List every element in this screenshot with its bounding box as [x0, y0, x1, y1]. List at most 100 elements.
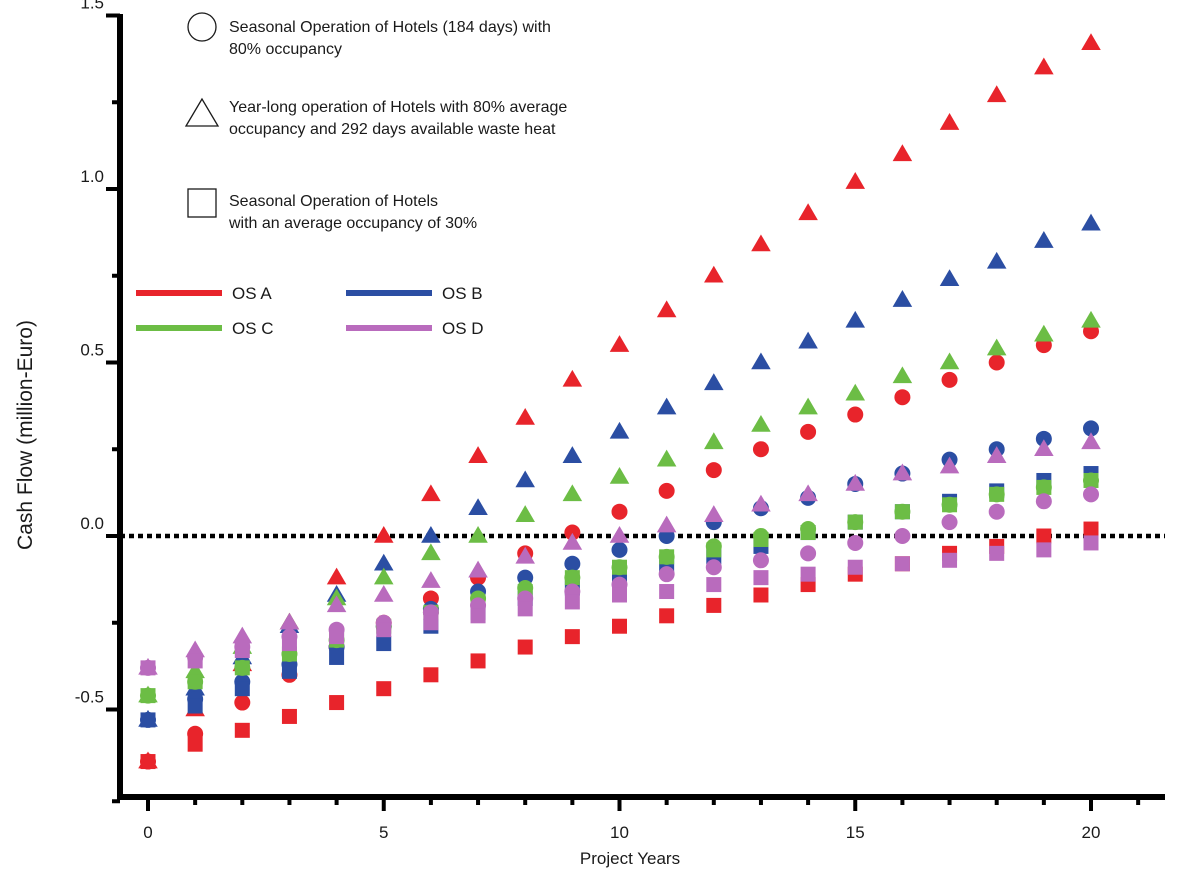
- data-point-circle: [658, 482, 675, 499]
- data-point-circle: [611, 503, 628, 520]
- data-point-circle: [564, 555, 581, 572]
- data-point-triangle: [421, 571, 441, 588]
- data-point-triangle: [798, 331, 818, 349]
- data-point-square: [1036, 479, 1052, 495]
- data-point-triangle: [1034, 57, 1054, 75]
- data-point-triangle: [373, 525, 394, 543]
- data-point-triangle: [656, 449, 677, 467]
- data-point-square: [281, 663, 297, 679]
- data-point-square: [753, 587, 769, 603]
- data-point-square: [612, 618, 627, 634]
- data-point-triangle: [751, 494, 771, 512]
- data-point-triangle: [468, 560, 488, 578]
- data-point-triangle: [892, 144, 913, 162]
- data-point-square: [517, 601, 533, 617]
- data-point-triangle: [1081, 33, 1101, 51]
- data-point-square: [187, 736, 203, 752]
- marker-legend-label: 80% occupancy: [229, 41, 342, 58]
- data-point-square: [942, 497, 958, 513]
- data-point-circle: [658, 566, 675, 583]
- data-point-square: [659, 584, 675, 600]
- legend-circle-icon: [187, 12, 217, 42]
- data-point-triangle: [232, 626, 253, 644]
- data-point-square: [612, 559, 627, 575]
- data-point-triangle: [892, 290, 913, 307]
- marker-legend-label: with an average occupancy of 30%: [228, 215, 477, 232]
- data-point-triangle: [562, 532, 583, 550]
- series-legend-label: OS B: [442, 284, 483, 303]
- data-point-square: [659, 549, 675, 565]
- data-point-circle: [752, 552, 769, 569]
- data-point-triangle: [468, 525, 488, 543]
- data-point-triangle: [798, 397, 818, 415]
- series-legend-item-os-c: OS C: [136, 319, 274, 338]
- marker-legend-item-triangle: Year-long operation of Hotels with 80% a…: [184, 97, 567, 138]
- data-point-triangle: [845, 172, 866, 189]
- data-point-square: [1036, 528, 1052, 544]
- data-point-circle: [847, 406, 864, 423]
- y-axis-title: Cash Flow (million-Euro): [14, 320, 37, 550]
- series-legend-label: OS D: [442, 319, 484, 338]
- series-legend-item-os-d: OS D: [346, 319, 484, 338]
- data-point-triangle: [939, 113, 960, 130]
- data-point-square: [329, 649, 345, 665]
- data-point-circle: [941, 371, 958, 388]
- x-tick-label: 15: [846, 823, 865, 842]
- data-point-triangle: [892, 366, 913, 384]
- marker-legend: Seasonal Operation of Hotels (184 days) …: [184, 12, 567, 232]
- data-point-triangle: [845, 383, 866, 401]
- data-point-circle: [800, 423, 817, 440]
- data-point-triangle: [1081, 310, 1101, 328]
- axis-ticks: -0.5 0.0 0.5 1.0 1.5 0 5 10 15 20: [75, 0, 1141, 842]
- data-point-triangle: [1034, 324, 1054, 342]
- data-point-triangle: [751, 414, 771, 432]
- data-point-circle: [894, 389, 911, 406]
- data-point-circle: [941, 514, 958, 531]
- data-point-circle: [705, 462, 722, 479]
- data-point-square: [1083, 472, 1099, 488]
- data-point-triangle: [704, 432, 724, 450]
- data-point-square: [706, 577, 722, 593]
- data-point-triangle: [515, 505, 535, 522]
- data-point-square: [376, 622, 392, 638]
- series-legend: OS A OS B OS C OS D: [136, 284, 484, 338]
- data-point-triangle: [562, 446, 583, 463]
- data-point-square: [187, 698, 203, 714]
- data-point-square: [517, 639, 533, 655]
- data-point-triangle: [1081, 432, 1101, 450]
- y-tick-label: 1.5: [80, 0, 104, 13]
- data-point-square: [329, 695, 345, 711]
- data-point-circle: [1083, 420, 1099, 437]
- data-point-triangle: [939, 456, 960, 474]
- data-point-triangle: [421, 525, 441, 543]
- series-legend-label: OS C: [232, 319, 274, 338]
- data-point-square: [329, 629, 345, 645]
- data-point-triangle: [609, 335, 630, 352]
- marker-legend-label: Seasonal Operation of Hotels: [229, 193, 438, 210]
- data-point-triangle: [798, 203, 818, 221]
- data-point-triangle: [515, 408, 535, 425]
- x-tick-label: 10: [610, 823, 629, 842]
- data-point-square: [706, 597, 722, 613]
- data-point-triangle: [421, 484, 441, 502]
- data-point-triangle: [421, 543, 441, 561]
- data-point-circle: [705, 559, 722, 576]
- data-point-square: [234, 722, 250, 738]
- data-point-triangle: [562, 369, 583, 387]
- data-point-triangle: [704, 265, 724, 283]
- data-point-triangle: [515, 470, 535, 488]
- y-tick-label: 0.5: [80, 341, 104, 360]
- data-point-triangle: [845, 310, 866, 328]
- data-point-circle: [847, 534, 864, 551]
- data-point-circle: [611, 541, 628, 558]
- y-tick-label: 1.0: [80, 167, 104, 186]
- series-os-d-square: [140, 535, 1099, 676]
- data-point-square: [564, 629, 580, 645]
- data-point-triangle: [986, 85, 1007, 103]
- data-point-triangle: [468, 498, 488, 516]
- data-point-triangle: [798, 484, 818, 502]
- data-point-circle: [988, 354, 1005, 371]
- series-legend-item-os-a: OS A: [136, 284, 272, 303]
- data-point-circle: [1083, 486, 1099, 503]
- x-axis-title: Project Years: [580, 849, 680, 868]
